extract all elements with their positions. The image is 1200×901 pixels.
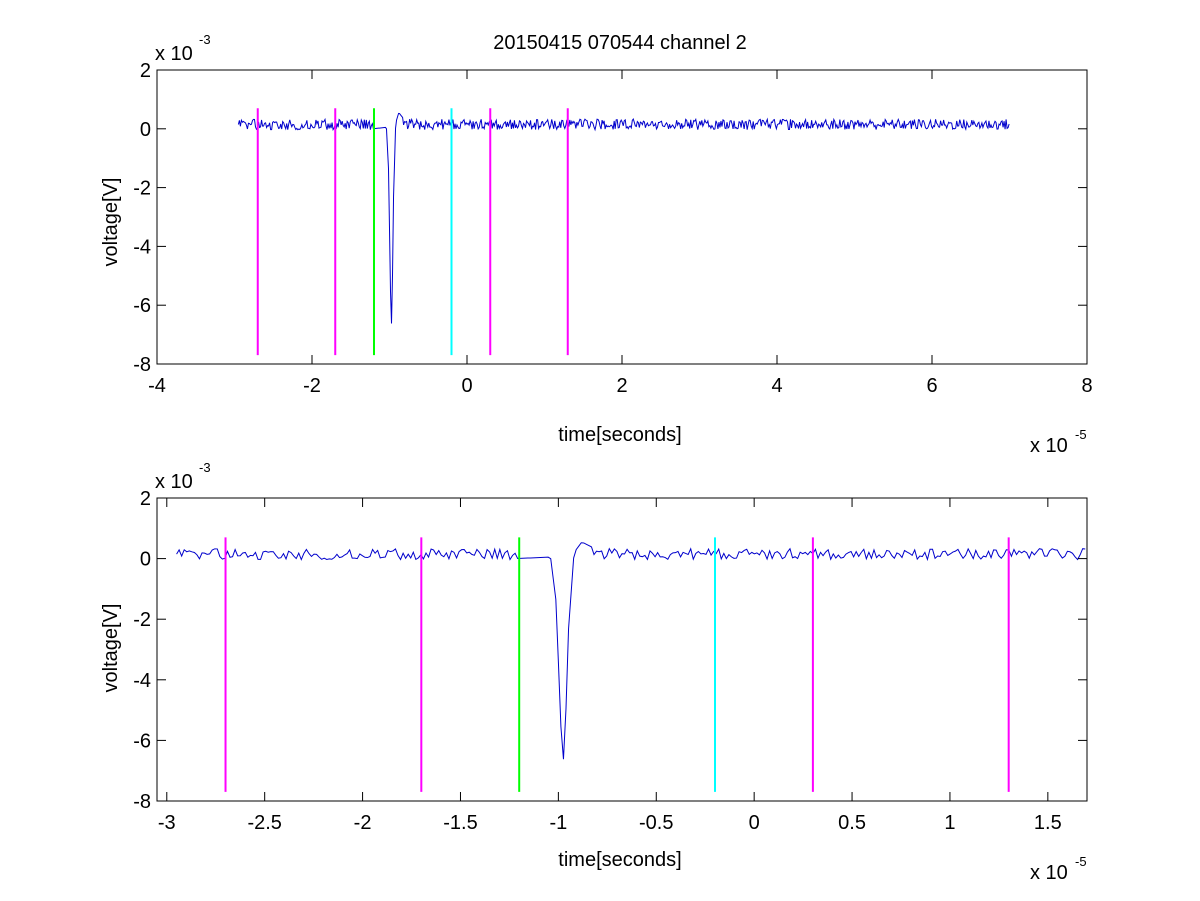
- top-xtick-label: 4: [771, 375, 782, 397]
- bottom-y-multiplier-exponent: -3: [199, 460, 211, 475]
- bottom-ytick-label: 2: [140, 488, 151, 510]
- bottom-axes-box: [156, 497, 1088, 802]
- bottom-ticks: -3 -2.5 -2 -1.5 -1 -0.5 0 0.5 1 1.5 -8 -6 -4 -2 0 2: [133, 488, 1087, 834]
- bottom-axes: -3 -2.5 -2 -1.5 -1 -0.5 0 0.5 1 1.5 -8 -6 -4 -2 0 2 tim…: [100, 460, 1088, 884]
- bottom-x-multiplier-exponent: -5: [1075, 854, 1087, 869]
- top-ticks: -4 -2 0 2 4 6 8 -8 -6 -4 -2 0 2: [133, 60, 1092, 397]
- bottom-plot-marks: [176, 537, 1086, 792]
- top-y-multiplier-exponent: -3: [199, 32, 211, 47]
- bottom-xtick-label: 0: [749, 812, 760, 834]
- top-ytick-label: -4: [133, 236, 151, 258]
- top-x-multiplier-base: x 10: [1030, 435, 1068, 457]
- bottom-xtick-label: -0.5: [639, 812, 673, 834]
- top-y-multiplier: x 10 -3: [155, 32, 211, 65]
- top-ytick-label: -8: [133, 354, 151, 376]
- bottom-ylabel: voltage[V]: [100, 604, 122, 693]
- top-signal-line: [237, 112, 1010, 324]
- bottom-xtick-label: 1: [944, 812, 955, 834]
- bottom-signal-line: [176, 542, 1086, 760]
- top-xlabel: time[seconds]: [558, 424, 681, 446]
- top-plot-marks: [237, 108, 1010, 356]
- top-axes-box: [156, 69, 1088, 365]
- top-axes: -4 -2 0 2 4 6 8 -8 -6 -4 -2 0 2 time[seconds] voltag…: [100, 32, 1093, 457]
- top-xtick-label: 2: [616, 375, 627, 397]
- top-x-multiplier-exponent: -5: [1075, 427, 1087, 442]
- bottom-xtick-label: -2: [354, 812, 372, 834]
- top-xtick-label: 6: [926, 375, 937, 397]
- bottom-xtick-label: -2.5: [247, 812, 281, 834]
- top-y-multiplier-base: x 10: [155, 43, 193, 65]
- top-ytick-label: -2: [133, 178, 151, 200]
- bottom-ytick-label: -4: [133, 670, 151, 692]
- bottom-xtick-label: -1.5: [443, 812, 477, 834]
- bottom-xtick-label: -3: [158, 812, 176, 834]
- bottom-ytick-label: -6: [133, 730, 151, 752]
- bottom-ytick-label: -8: [133, 791, 151, 813]
- top-ytick-label: 0: [140, 119, 151, 141]
- top-ytick-label: -6: [133, 295, 151, 317]
- top-ytick-label: 2: [140, 60, 151, 82]
- figure-title: 20150415 070544 channel 2: [493, 32, 747, 54]
- top-x-multiplier: x 10 -5: [1030, 427, 1087, 457]
- bottom-ytick-label: -2: [133, 609, 151, 631]
- bottom-y-multiplier-base: x 10: [155, 471, 193, 493]
- bottom-x-multiplier-base: x 10: [1030, 862, 1068, 884]
- top-xtick-label: 0: [461, 375, 472, 397]
- bottom-xlabel: time[seconds]: [558, 849, 681, 871]
- top-xtick-label: -4: [148, 375, 166, 397]
- bottom-x-multiplier: x 10 -5: [1030, 854, 1087, 884]
- top-xtick-label: -2: [303, 375, 321, 397]
- bottom-ytick-label: 0: [140, 549, 151, 571]
- bottom-xtick-label: 1.5: [1034, 812, 1062, 834]
- bottom-xtick-label: 0.5: [838, 812, 866, 834]
- bottom-y-multiplier: x 10 -3: [155, 460, 211, 493]
- top-xtick-label: 8: [1081, 375, 1092, 397]
- bottom-xtick-label: -1: [549, 812, 567, 834]
- top-ylabel: voltage[V]: [100, 178, 122, 267]
